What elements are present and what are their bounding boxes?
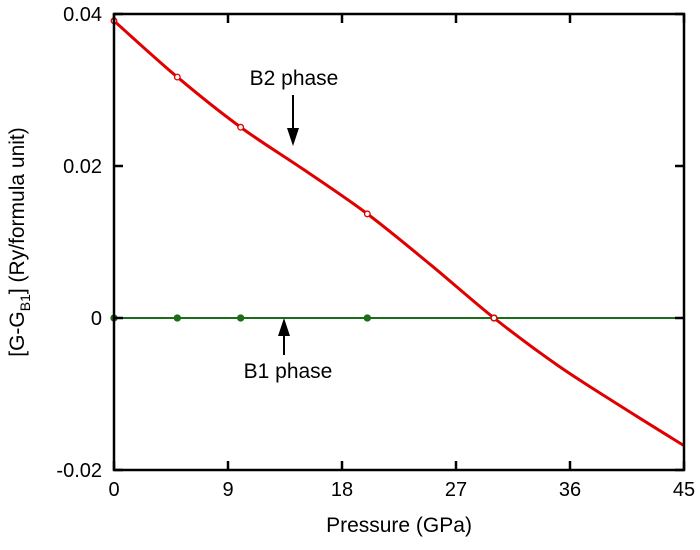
x-tick-label: 45 <box>673 479 695 501</box>
y-tick-label: -0.02 <box>56 460 102 482</box>
x-tick-label: 27 <box>445 479 467 501</box>
x-tick-label: 0 <box>108 479 119 501</box>
y-tick-label: 0 <box>91 308 102 330</box>
x-tick-label: 36 <box>559 479 581 501</box>
y-axis-label: [G-GB1] (Ry/formula unit) <box>6 127 33 357</box>
b2-phase-point <box>490 314 498 322</box>
b2-phase-point <box>237 123 245 131</box>
y-tick-label: 0.02 <box>63 156 102 178</box>
b2-phase-point <box>363 210 371 218</box>
b2-phase-point <box>173 73 181 81</box>
x-tick-label: 9 <box>222 479 233 501</box>
annotation-b1-phase: B1 phase <box>244 360 333 383</box>
plot-frame <box>112 12 686 472</box>
arrow-b1 <box>278 318 290 355</box>
x-tick-label: 18 <box>331 479 353 501</box>
b1-phase-point <box>173 314 181 322</box>
b2-phase-line <box>113 19 685 447</box>
b1-phase-point <box>363 314 371 322</box>
arrow-b2 <box>287 95 299 146</box>
x-axis-label: Pressure (GPa) <box>326 514 472 537</box>
b1-phase-point <box>237 314 245 322</box>
y-tick-label: 0.04 <box>63 4 102 26</box>
annotation-b2-phase: B2 phase <box>250 67 339 90</box>
